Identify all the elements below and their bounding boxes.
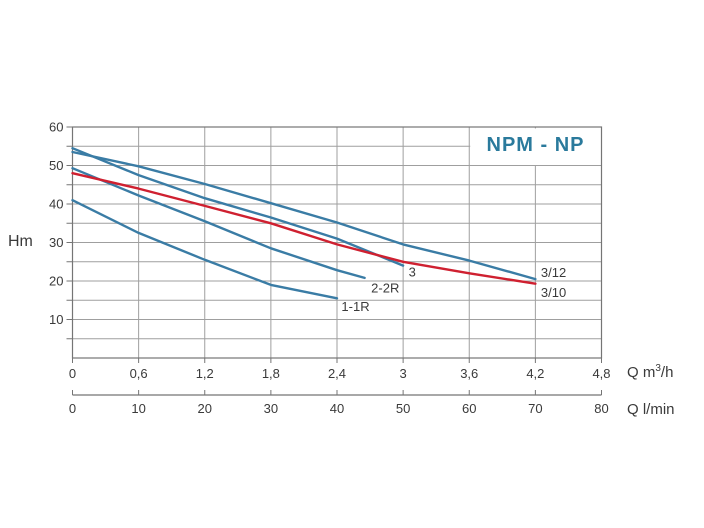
- svg-text:0,6: 0,6: [130, 366, 148, 381]
- x-axis-secondary: 0 10 20 30 40 50 60 70 80: [69, 390, 609, 416]
- chart-title-box: [470, 128, 601, 165]
- curve-1-1R: 1-1R: [71, 199, 370, 314]
- svg-text:10: 10: [49, 312, 63, 327]
- svg-text:80: 80: [594, 401, 608, 416]
- curve-label-3-10: 3/10: [541, 285, 566, 300]
- svg-text:1,8: 1,8: [262, 366, 280, 381]
- svg-text:50: 50: [396, 401, 410, 416]
- curve-3-12: 3/12: [71, 150, 566, 281]
- svg-text:40: 40: [330, 401, 344, 416]
- svg-text:3: 3: [400, 366, 407, 381]
- curve-2-2R: 2-2R: [71, 167, 399, 295]
- svg-text:30: 30: [264, 401, 278, 416]
- svg-text:4,8: 4,8: [592, 366, 610, 381]
- svg-text:50: 50: [49, 158, 63, 173]
- svg-text:0: 0: [69, 401, 76, 416]
- x-axis-primary-unit-superscript: 3: [655, 363, 661, 374]
- svg-text:10: 10: [131, 401, 145, 416]
- svg-text:40: 40: [49, 197, 63, 212]
- svg-text:20: 20: [49, 274, 63, 289]
- svg-text:20: 20: [198, 401, 212, 416]
- svg-text:2,4: 2,4: [328, 366, 346, 381]
- y-axis: 10 20 30 40 50 60: [49, 120, 73, 340]
- x-axis-primary: 0 0,6 1,2 1,8 2,4 3 3,6 4,2 4,8: [69, 358, 611, 381]
- svg-text:60: 60: [462, 401, 476, 416]
- x-axis-primary-unit: Q m3/h: [627, 363, 674, 382]
- chart-title: NPM - NP: [486, 134, 585, 156]
- x-axis-secondary-unit: Q l/min: [627, 401, 675, 418]
- curve-label-3: 3: [409, 265, 416, 280]
- svg-text:1,2: 1,2: [196, 366, 214, 381]
- curve-3: 3: [71, 147, 416, 280]
- x-axis-primary-unit-prefix: Q m: [627, 364, 656, 381]
- x-axis-primary-unit-suffix: /h: [660, 364, 674, 381]
- curve-3-10: 3/10: [71, 172, 566, 300]
- y-axis-label: Hm: [8, 233, 33, 250]
- svg-text:70: 70: [528, 401, 542, 416]
- svg-text:30: 30: [49, 235, 63, 250]
- svg-text:3,6: 3,6: [460, 366, 478, 381]
- curve-label-3-12: 3/12: [541, 265, 566, 280]
- svg-text:4,2: 4,2: [526, 366, 544, 381]
- svg-text:0: 0: [69, 366, 76, 381]
- curve-label-2-2R: 2-2R: [371, 280, 399, 295]
- curve-label-1-1R: 1-1R: [341, 299, 369, 314]
- svg-text:60: 60: [49, 120, 63, 135]
